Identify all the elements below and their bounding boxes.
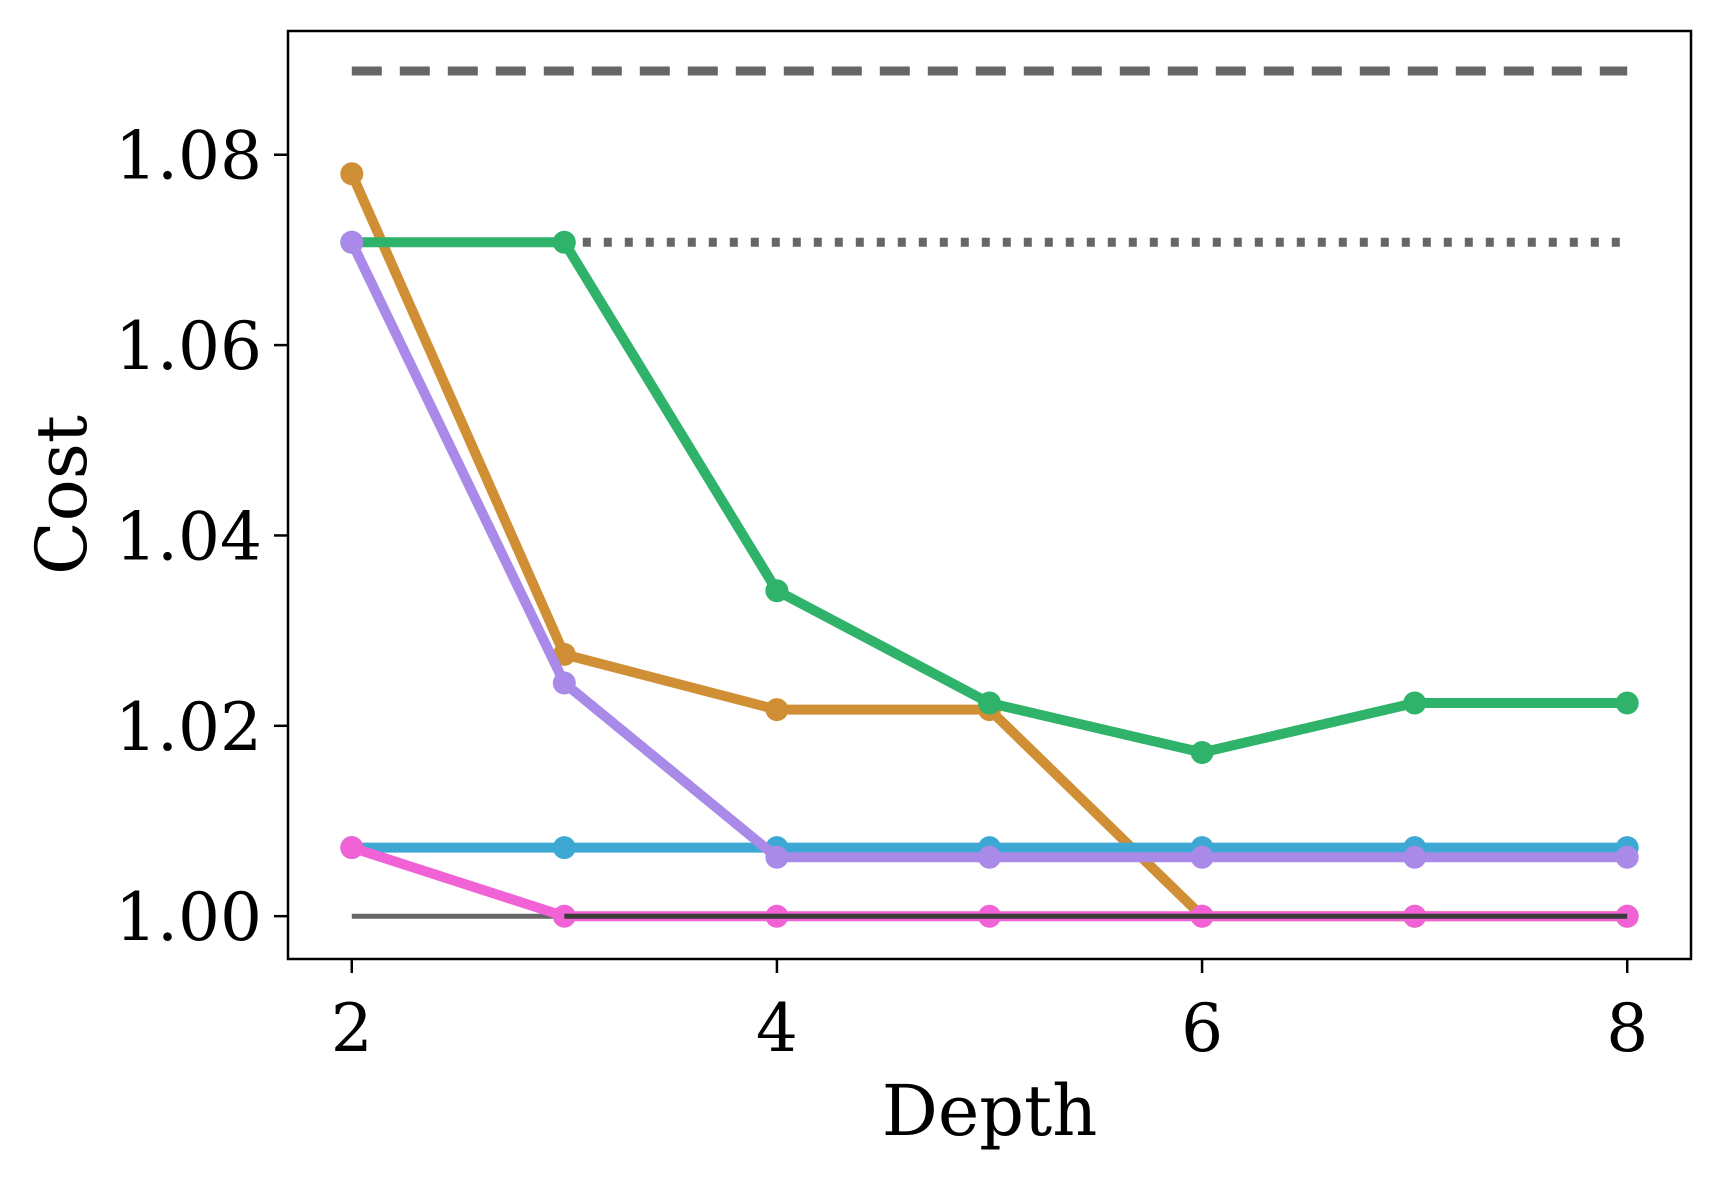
data-point (765, 845, 789, 869)
data-point (765, 698, 789, 722)
data-point (552, 230, 576, 254)
x-axis-label: Depth (882, 1070, 1098, 1152)
data-point (1190, 845, 1214, 869)
data-point (552, 671, 576, 695)
series-1 (340, 162, 1639, 928)
data-point (1403, 845, 1427, 869)
reference-lines (351, 66, 1628, 919)
data-point (978, 691, 1001, 715)
series-line (346, 237, 1633, 758)
data-point (340, 836, 364, 860)
series-4 (340, 230, 1639, 869)
y-tick-label: 1.04 (115, 498, 262, 575)
series-2 (340, 230, 1639, 764)
data-point (765, 579, 789, 603)
data-point (1615, 691, 1639, 715)
data-point (978, 845, 1001, 869)
x-tick-label: 6 (1181, 990, 1223, 1067)
axis-ticks: 2 4 6 8 1.00 1.02 1.04 1.06 1.08 (115, 118, 1648, 1067)
series-line (346, 168, 1633, 922)
data-series (340, 162, 1639, 928)
y-axis-label: Cost (21, 415, 103, 575)
data-point (340, 230, 364, 254)
x-tick-label: 8 (1606, 990, 1648, 1067)
data-point (340, 162, 364, 186)
x-tick-label: 4 (756, 990, 798, 1067)
data-point (1190, 741, 1214, 764)
y-tick-label: 1.08 (115, 118, 262, 195)
y-tick-label: 1.02 (115, 689, 262, 766)
y-tick-label: 1.06 (115, 308, 262, 385)
data-point (1403, 691, 1427, 715)
x-tick-label: 2 (331, 990, 373, 1067)
data-point (552, 836, 576, 860)
y-tick-label: 1.00 (115, 879, 262, 956)
series-line (346, 237, 1633, 863)
data-point (1615, 845, 1639, 869)
plot-frame (286, 29, 1693, 961)
